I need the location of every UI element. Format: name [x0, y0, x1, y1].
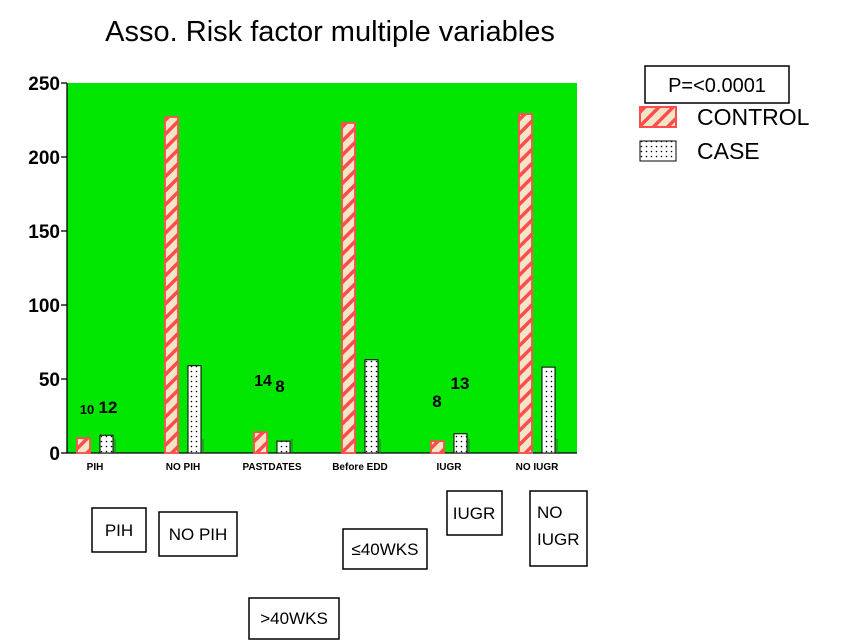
annotation-label: NO — [537, 503, 563, 522]
y-tick-label: 250 — [28, 74, 60, 95]
annotation-box — [91, 507, 147, 553]
data-label: 12 — [99, 398, 118, 417]
bar-control — [341, 122, 356, 454]
annotation-label: IUGR — [453, 504, 496, 523]
category-label: PASTDATES — [242, 462, 301, 473]
legend-swatch-control — [639, 106, 677, 128]
legend: CONTROL CASE — [639, 104, 810, 164]
bar-case — [276, 440, 291, 454]
annotation-label: IUGR — [537, 530, 580, 549]
category-label: Before EDD — [332, 462, 388, 473]
bar-case — [99, 434, 114, 454]
category-label: IUGR — [437, 462, 463, 473]
data-label: 8 — [432, 392, 441, 411]
y-tick-label: 0 — [49, 444, 60, 465]
bar-case — [453, 433, 468, 454]
bar-case — [541, 366, 556, 454]
legend-swatch-case — [639, 140, 677, 162]
data-label: 8 — [275, 377, 284, 396]
bar-control — [253, 431, 268, 454]
annotation-box — [158, 511, 238, 557]
y-tick-label: 200 — [28, 148, 60, 169]
bar-control — [76, 437, 91, 454]
bar-control — [518, 113, 533, 454]
annotation-label: >40WKS — [260, 609, 328, 628]
annotation-label: ≤40WKS — [352, 540, 419, 559]
y-tick-label: 50 — [39, 370, 60, 391]
legend-label-case: CASE — [697, 138, 760, 164]
p-value-text: P=<0.0001 — [668, 75, 766, 97]
bar-case — [364, 359, 379, 454]
annotation-label: PIH — [105, 521, 133, 540]
data-label: 10 — [80, 402, 94, 417]
category-label: NO PIH — [166, 462, 200, 473]
bars — [76, 113, 558, 454]
category-labels: PIH NO PIH PASTDATES Before EDD IUGR NO IUGR — [87, 462, 560, 473]
annotation-label: NO PIH — [169, 525, 228, 544]
annotation-box — [446, 490, 503, 536]
data-label: 13 — [451, 374, 470, 393]
bar-case — [187, 365, 202, 454]
legend-label-control: CONTROL — [697, 104, 810, 130]
y-axis: 0 50 100 150 200 250 — [28, 74, 577, 465]
annotation-boxes: PIH NO PIH >40WKS ≤40WKS IUGR NO IUGR — [91, 490, 588, 640]
y-tick-label: 100 — [28, 296, 60, 317]
y-tick-label: 150 — [28, 222, 60, 243]
plot-area — [67, 83, 577, 453]
data-label: 14 — [254, 373, 272, 390]
category-label: PIH — [87, 462, 104, 473]
p-value-box: P=<0.0001 — [644, 65, 790, 104]
bar-control — [164, 116, 179, 454]
category-label: NO IUGR — [516, 462, 560, 473]
annotation-box — [529, 490, 588, 567]
chart-title: Asso. Risk factor multiple variables — [105, 16, 555, 48]
annotation-box — [342, 528, 428, 570]
bar-control — [430, 440, 445, 454]
annotation-box — [248, 597, 340, 640]
